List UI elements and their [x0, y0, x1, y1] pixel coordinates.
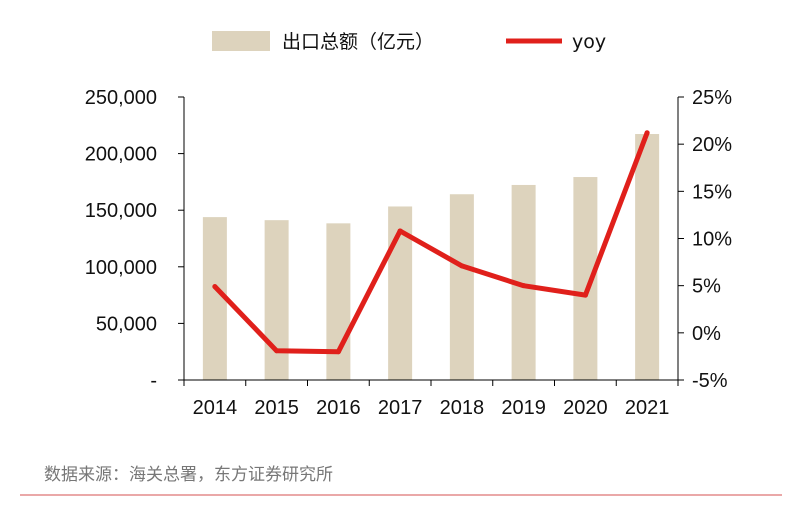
legend-swatch-bar [212, 31, 270, 51]
yoy-point-2016 [335, 349, 341, 355]
x-tick-label: 2017 [378, 397, 423, 419]
bar-2018 [449, 194, 474, 380]
legend: 出口总额（亿元） yoy [212, 31, 606, 53]
yoy-point-2017 [397, 228, 403, 234]
yoy-line [212, 130, 650, 355]
right-tick-label: 0% [692, 323, 721, 345]
right-tick-label: 20% [692, 134, 732, 156]
yoy-point-2018 [459, 263, 465, 269]
right-tick-label: 5% [692, 276, 721, 298]
left-tick-label: - [150, 370, 157, 392]
bar-2014 [202, 217, 227, 380]
x-tick-label: 2015 [254, 397, 299, 419]
right-tick-label: 15% [692, 181, 732, 203]
right-tick-label: 10% [692, 229, 732, 251]
yoy-point-2021 [644, 130, 650, 136]
right-tick-label: -5% [692, 370, 728, 392]
source-note: 数据来源：海关总署，东方证券研究所 [44, 465, 333, 485]
x-tick-label: 2014 [193, 397, 238, 419]
axes: - 50,000 100,000 150,000 200,000 250,000 -5% 0%… [85, 87, 733, 419]
yoy-point-2020 [582, 292, 588, 298]
x-tick-label: 2018 [440, 397, 485, 419]
x-tick-label: 2020 [563, 397, 608, 419]
x-tick-label: 2016 [316, 397, 361, 419]
x-tick-label: 2019 [501, 397, 546, 419]
legend-label-line: yoy [572, 31, 606, 53]
yoy-point-2019 [521, 283, 527, 289]
right-tick-label: 25% [692, 87, 732, 109]
yoy-point-2014 [212, 284, 218, 290]
bar-2016 [326, 223, 351, 380]
bar-2021 [635, 134, 660, 380]
left-tick-label: 200,000 [85, 144, 157, 166]
yoy-point-2015 [274, 348, 280, 354]
left-tick-label: 150,000 [85, 200, 157, 222]
x-tick-label: 2021 [625, 397, 670, 419]
left-tick-label: 100,000 [85, 257, 157, 279]
legend-label-bar: 出口总额（亿元） [282, 31, 434, 53]
bar-2015 [264, 220, 289, 380]
left-tick-label: 250,000 [85, 87, 157, 109]
left-tick-label: 50,000 [96, 313, 157, 335]
line-series [212, 130, 650, 355]
